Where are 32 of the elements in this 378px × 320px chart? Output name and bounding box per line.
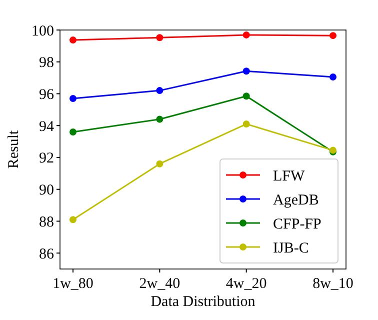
y-axis-title: Result [6,130,22,169]
y-tick-label: 98 [39,55,54,72]
y-tick-label: 90 [39,182,54,199]
point [242,92,250,100]
x-tick-label: 4w_20 [226,276,267,292]
point [156,87,164,94]
y-tick-label: 94 [39,118,54,135]
x-tick-label: 8w_10 [312,276,354,292]
x-tick-label: 2w_40 [139,276,180,292]
point [70,128,76,136]
y-tick-label: 100 [32,23,54,40]
legend-label: LFW [273,168,306,184]
legend-label: CFP-FP [273,216,322,232]
point [156,34,164,42]
point [156,116,164,123]
y-tick-label: 88 [39,214,54,230]
point [70,95,76,102]
x-axis-title: Data Distribution [150,294,256,310]
point [330,32,336,40]
legend-label: IJB-C [273,240,309,256]
point [242,68,250,75]
point [330,74,336,81]
point [242,120,250,128]
point [70,216,76,224]
legend-label: AgeDB [273,192,319,208]
point [156,160,164,168]
x-tick-label: 1w_80 [52,276,94,292]
y-tick-label: 96 [39,86,54,103]
y-tick-label: 86 [39,246,54,262]
point [242,31,250,38]
y-tick-label: 92 [39,150,54,167]
point [70,36,76,44]
